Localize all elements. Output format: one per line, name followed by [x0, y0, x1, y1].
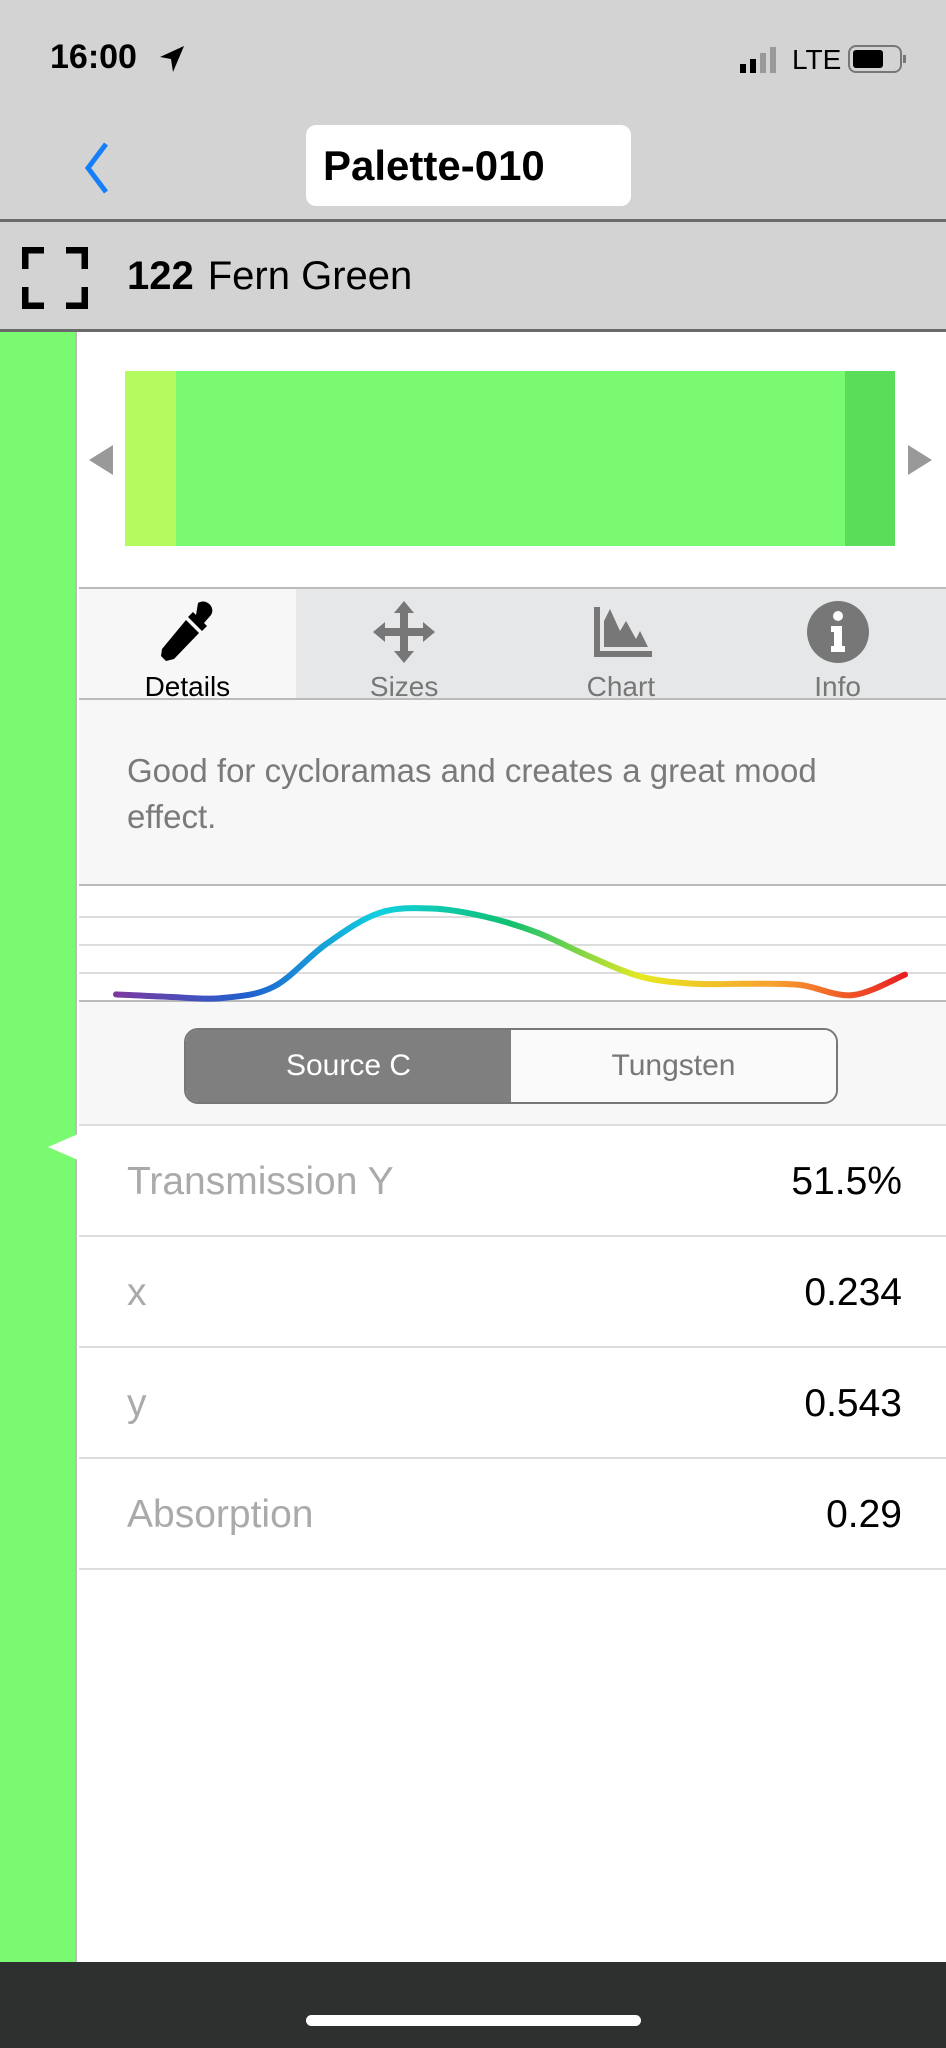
filter-description: Good for cycloramas and creates a great … [79, 700, 946, 886]
fullscreen-icon[interactable] [22, 247, 88, 309]
tab-chart[interactable]: Chart [513, 589, 730, 702]
filter-number: 122 [127, 254, 194, 298]
property-label: y [127, 1382, 147, 1425]
status-bar: 16:00 LTE [0, 0, 946, 110]
swatch-band-right [845, 371, 895, 546]
filter-title: Fern Green [207, 254, 413, 298]
nav-bar: Palette-010 [0, 110, 946, 222]
info-circle-icon [806, 601, 869, 663]
spectrum-chart-svg [79, 905, 946, 1002]
signal-icon [740, 47, 776, 73]
segment-source-c[interactable]: Source C [186, 1030, 511, 1102]
swatch-band-main [176, 371, 845, 546]
property-row: x 0.234 [79, 1237, 946, 1348]
tab-details[interactable]: Details [79, 589, 296, 702]
chevron-left-icon[interactable] [76, 140, 116, 196]
property-label: x [127, 1271, 147, 1314]
property-value: 0.29 [826, 1493, 902, 1536]
swatch-band-left [125, 371, 176, 546]
tab-label: Info [814, 671, 861, 702]
property-row: y 0.543 [79, 1348, 946, 1459]
eyedropper-icon [161, 601, 213, 661]
move-arrows-icon [373, 601, 436, 663]
property-row: Absorption 0.29 [79, 1459, 946, 1570]
property-row: Transmission Y 51.5% [79, 1126, 946, 1237]
filter-name: 122 Fern Green [127, 254, 412, 299]
area-chart-icon [593, 607, 652, 657]
previous-arrow-icon[interactable] [89, 445, 113, 475]
property-label: Transmission Y [127, 1160, 394, 1203]
selected-pointer-icon [48, 1134, 78, 1160]
detail-panel: Details Sizes Chart Info Good for cyclor… [79, 332, 946, 1962]
tab-label: Sizes [369, 671, 439, 702]
property-value: 0.543 [804, 1382, 902, 1425]
spectrum-chart [79, 886, 946, 1002]
property-value: 51.5% [791, 1160, 902, 1203]
status-time: 16:00 [50, 38, 137, 76]
spectrum-curve [113, 905, 908, 1002]
tab-info[interactable]: Info [729, 589, 946, 702]
tab-label: Details [144, 671, 231, 702]
property-value: 0.234 [804, 1271, 902, 1314]
tab-sizes[interactable]: Sizes [296, 589, 513, 702]
home-bar-area [0, 1962, 946, 2048]
filter-header: 122 Fern Green [0, 222, 946, 332]
network-label: LTE [792, 44, 842, 75]
illuminant-toggle[interactable]: Source C Tungsten [184, 1028, 838, 1104]
property-label: Absorption [127, 1493, 314, 1536]
home-indicator[interactable] [306, 2015, 641, 2026]
palette-title[interactable]: Palette-010 [306, 125, 631, 206]
color-swatch [125, 371, 895, 546]
illuminant-section: Source C Tungsten [79, 1002, 946, 1126]
battery-icon [848, 45, 906, 73]
segment-tungsten[interactable]: Tungsten [511, 1030, 836, 1102]
tab-label: Chart [586, 671, 656, 702]
location-arrow-icon [160, 46, 184, 72]
next-arrow-icon[interactable] [908, 445, 932, 475]
color-strip[interactable] [0, 332, 78, 1962]
tab-bar: Details Sizes Chart Info [79, 587, 946, 702]
